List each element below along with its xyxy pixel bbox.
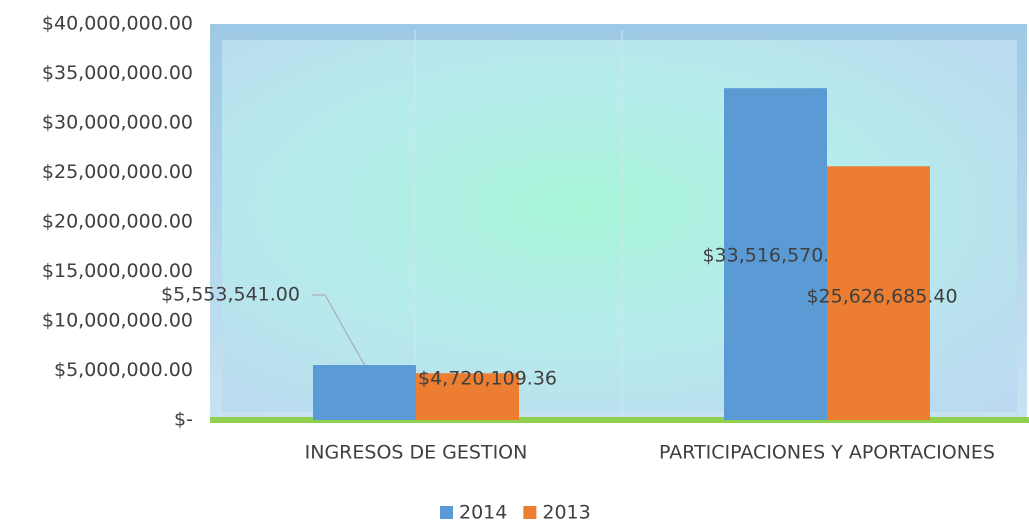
y-tick-label: $- [174,409,193,431]
value-label: $5,553,541.00 [161,284,300,306]
plot-floor [210,417,1029,423]
value-label: $25,626,685.40 [806,286,957,308]
bar [827,166,930,420]
value-label: $33,516,570.00 [702,245,853,267]
legend-label: 2013 [542,502,590,523]
y-tick-label: $35,000,000.00 [42,62,193,84]
leader-line [312,294,365,366]
y-tick-label: $20,000,000.00 [42,211,193,233]
x-tick-label: INGRESOS DE GESTION [305,442,528,464]
y-tick-label: $5,000,000.00 [54,359,193,381]
bar [724,88,827,420]
y-tick-label: $15,000,000.00 [42,260,193,282]
legend-swatch [440,506,453,519]
y-tick-label: $10,000,000.00 [42,310,193,332]
value-label: $4,720,109.36 [418,368,557,390]
bar [416,373,519,420]
y-tick-label: $25,000,000.00 [42,161,193,183]
y-tick-label: $30,000,000.00 [42,112,193,134]
legend-swatch [523,506,537,519]
legend-label: 2014 [459,502,507,523]
y-tick-label: $40,000,000.00 [42,13,193,35]
bar [313,365,416,420]
x-tick-label: PARTICIPACIONES Y APORTACIONES [659,442,995,464]
